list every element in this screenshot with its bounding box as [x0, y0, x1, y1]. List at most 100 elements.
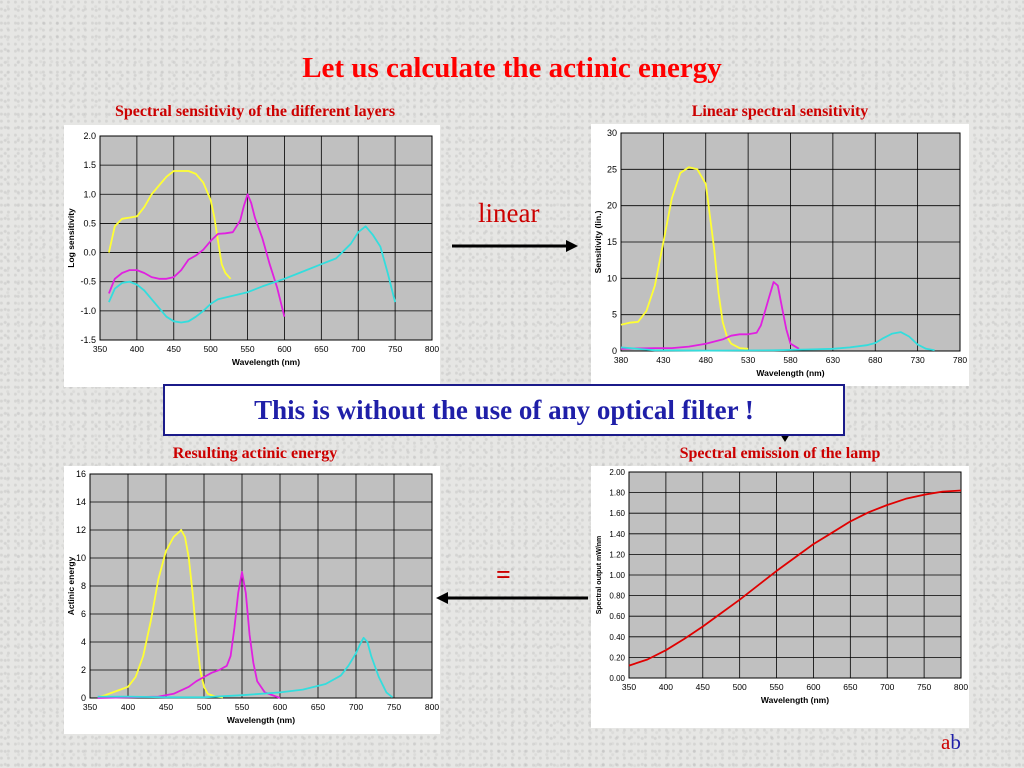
x-tick-label: 700 [880, 682, 894, 692]
x-axis-label: Wavelength (nm) [756, 368, 824, 378]
linear-label: linear [478, 198, 540, 228]
y-tick-label: 0.5 [83, 218, 96, 228]
x-tick-label: 800 [954, 682, 968, 692]
y-tick-label: 6 [81, 609, 86, 619]
y-axis-label: Actinic energy [66, 556, 76, 615]
series-line [620, 331, 935, 352]
x-tick-label: 550 [769, 682, 783, 692]
x-tick-label: 500 [733, 682, 747, 692]
y-tick-label: -1.0 [80, 306, 96, 316]
y-tick-label: 14 [76, 497, 86, 507]
series-line [97, 636, 394, 699]
subtitle-top-right: Linear spectral sensitivity [691, 103, 869, 120]
y-tick-label: 2 [81, 665, 86, 675]
logo-letter-a: a [941, 730, 951, 754]
plot-border [628, 471, 962, 679]
plot-border [89, 473, 433, 699]
chart-linear-sensitivity: 380 430 480 530 580 630 680 730 780 0 5 10 15 20 25 30 W… [591, 124, 969, 386]
subtitle-top-left: Spectral sensitivity of the different la… [114, 103, 396, 120]
chart-lamp-emission: 350 400 450 500 550 600 650 700 750 800 0.00 0.20 0.… [591, 466, 969, 728]
x-axis-label: Wavelength (nm) [227, 715, 295, 725]
x-axis-label: Wavelength (nm) [232, 357, 300, 367]
x-tick-label: 700 [351, 344, 365, 354]
x-tick-label: 450 [167, 344, 181, 354]
y-tick-label: 0.20 [609, 653, 625, 662]
y-tick-label: 1.5 [83, 160, 96, 170]
plot-border [620, 132, 961, 352]
y-tick-label: 2.0 [83, 131, 96, 141]
x-tick-label: 600 [277, 344, 291, 354]
x-tick-label: 530 [741, 355, 755, 365]
x-tick-label: 600 [273, 702, 287, 712]
y-tick-label: 12 [76, 525, 86, 535]
y-tick-label: 1.20 [609, 550, 625, 559]
slide-title: Let us calculate the actinic energy [302, 52, 722, 84]
y-axis-label: Log sensitivity [66, 208, 76, 268]
logo-letter-b: b [950, 730, 961, 754]
x-tick-label: 630 [826, 355, 840, 365]
x-tick-label: 650 [314, 344, 328, 354]
y-axis-label: Spectral output mW/nm [596, 536, 603, 615]
series-line [97, 529, 224, 699]
y-tick-label: 5 [612, 310, 617, 320]
y-tick-label: 0 [81, 693, 86, 703]
y-tick-label: 0 [612, 346, 617, 356]
y-tick-label: 1.00 [609, 571, 625, 580]
y-tick-label: 0.40 [609, 633, 625, 642]
x-tick-label: 650 [311, 702, 325, 712]
x-tick-label: 400 [121, 702, 135, 712]
y-tick-label: 1.80 [609, 489, 625, 498]
y-tick-label: 1.40 [609, 530, 625, 539]
y-tick-label: 0.0 [83, 248, 96, 258]
series-line [97, 571, 281, 699]
x-tick-label: 700 [349, 702, 363, 712]
plot-border [99, 135, 433, 341]
x-tick-label: 450 [696, 682, 710, 692]
x-tick-label: 800 [425, 702, 439, 712]
x-tick-label: 600 [806, 682, 820, 692]
x-tick-label: 350 [83, 702, 97, 712]
y-tick-label: 10 [607, 273, 617, 283]
x-tick-label: 800 [425, 344, 439, 354]
equals-sign: = [496, 560, 511, 589]
y-tick-label: 25 [607, 164, 617, 174]
x-tick-label: 380 [614, 355, 628, 365]
y-tick-label: 4 [81, 637, 86, 647]
x-tick-label: 730 [911, 355, 925, 365]
y-tick-label: 16 [76, 469, 86, 479]
x-tick-label: 430 [656, 355, 670, 365]
series-line [108, 170, 232, 280]
x-tick-label: 400 [659, 682, 673, 692]
series-line [620, 281, 800, 350]
y-tick-label: -0.5 [80, 277, 96, 287]
series-line [108, 225, 396, 324]
subtitle-bottom-left: Resulting actinic energy [172, 445, 338, 462]
y-axis-label: Sensitivity (lin.) [593, 210, 603, 273]
y-tick-label: 0.80 [609, 592, 625, 601]
y-tick-label: 30 [607, 128, 617, 138]
x-tick-label: 550 [240, 344, 254, 354]
series-line [628, 489, 962, 667]
x-tick-label: 350 [622, 682, 636, 692]
y-tick-label: 0.60 [609, 612, 625, 621]
x-tick-label: 450 [159, 702, 173, 712]
left-arrow-icon [436, 592, 588, 604]
y-tick-label: 15 [607, 237, 617, 247]
x-tick-label: 400 [130, 344, 144, 354]
chart-actinic-energy: 350 400 450 500 550 600 650 700 750 800 0 2 4 6 8 10 12 1… [64, 466, 440, 734]
y-tick-label: 0.00 [609, 674, 625, 683]
x-tick-label: 750 [388, 344, 402, 354]
plot-area [100, 136, 432, 340]
down-arrow-icon [780, 434, 790, 442]
x-tick-label: 750 [917, 682, 931, 692]
x-tick-label: 580 [783, 355, 797, 365]
no-filter-callout: This is without the use of any optical f… [163, 384, 845, 436]
x-tick-label: 500 [197, 702, 211, 712]
right-arrow-icon [452, 240, 578, 252]
x-tick-label: 680 [868, 355, 882, 365]
x-tick-label: 780 [953, 355, 967, 365]
y-tick-label: 1.60 [609, 509, 625, 518]
x-axis-label: Wavelength (nm) [761, 695, 829, 705]
y-tick-label: 20 [607, 201, 617, 211]
x-tick-label: 650 [843, 682, 857, 692]
